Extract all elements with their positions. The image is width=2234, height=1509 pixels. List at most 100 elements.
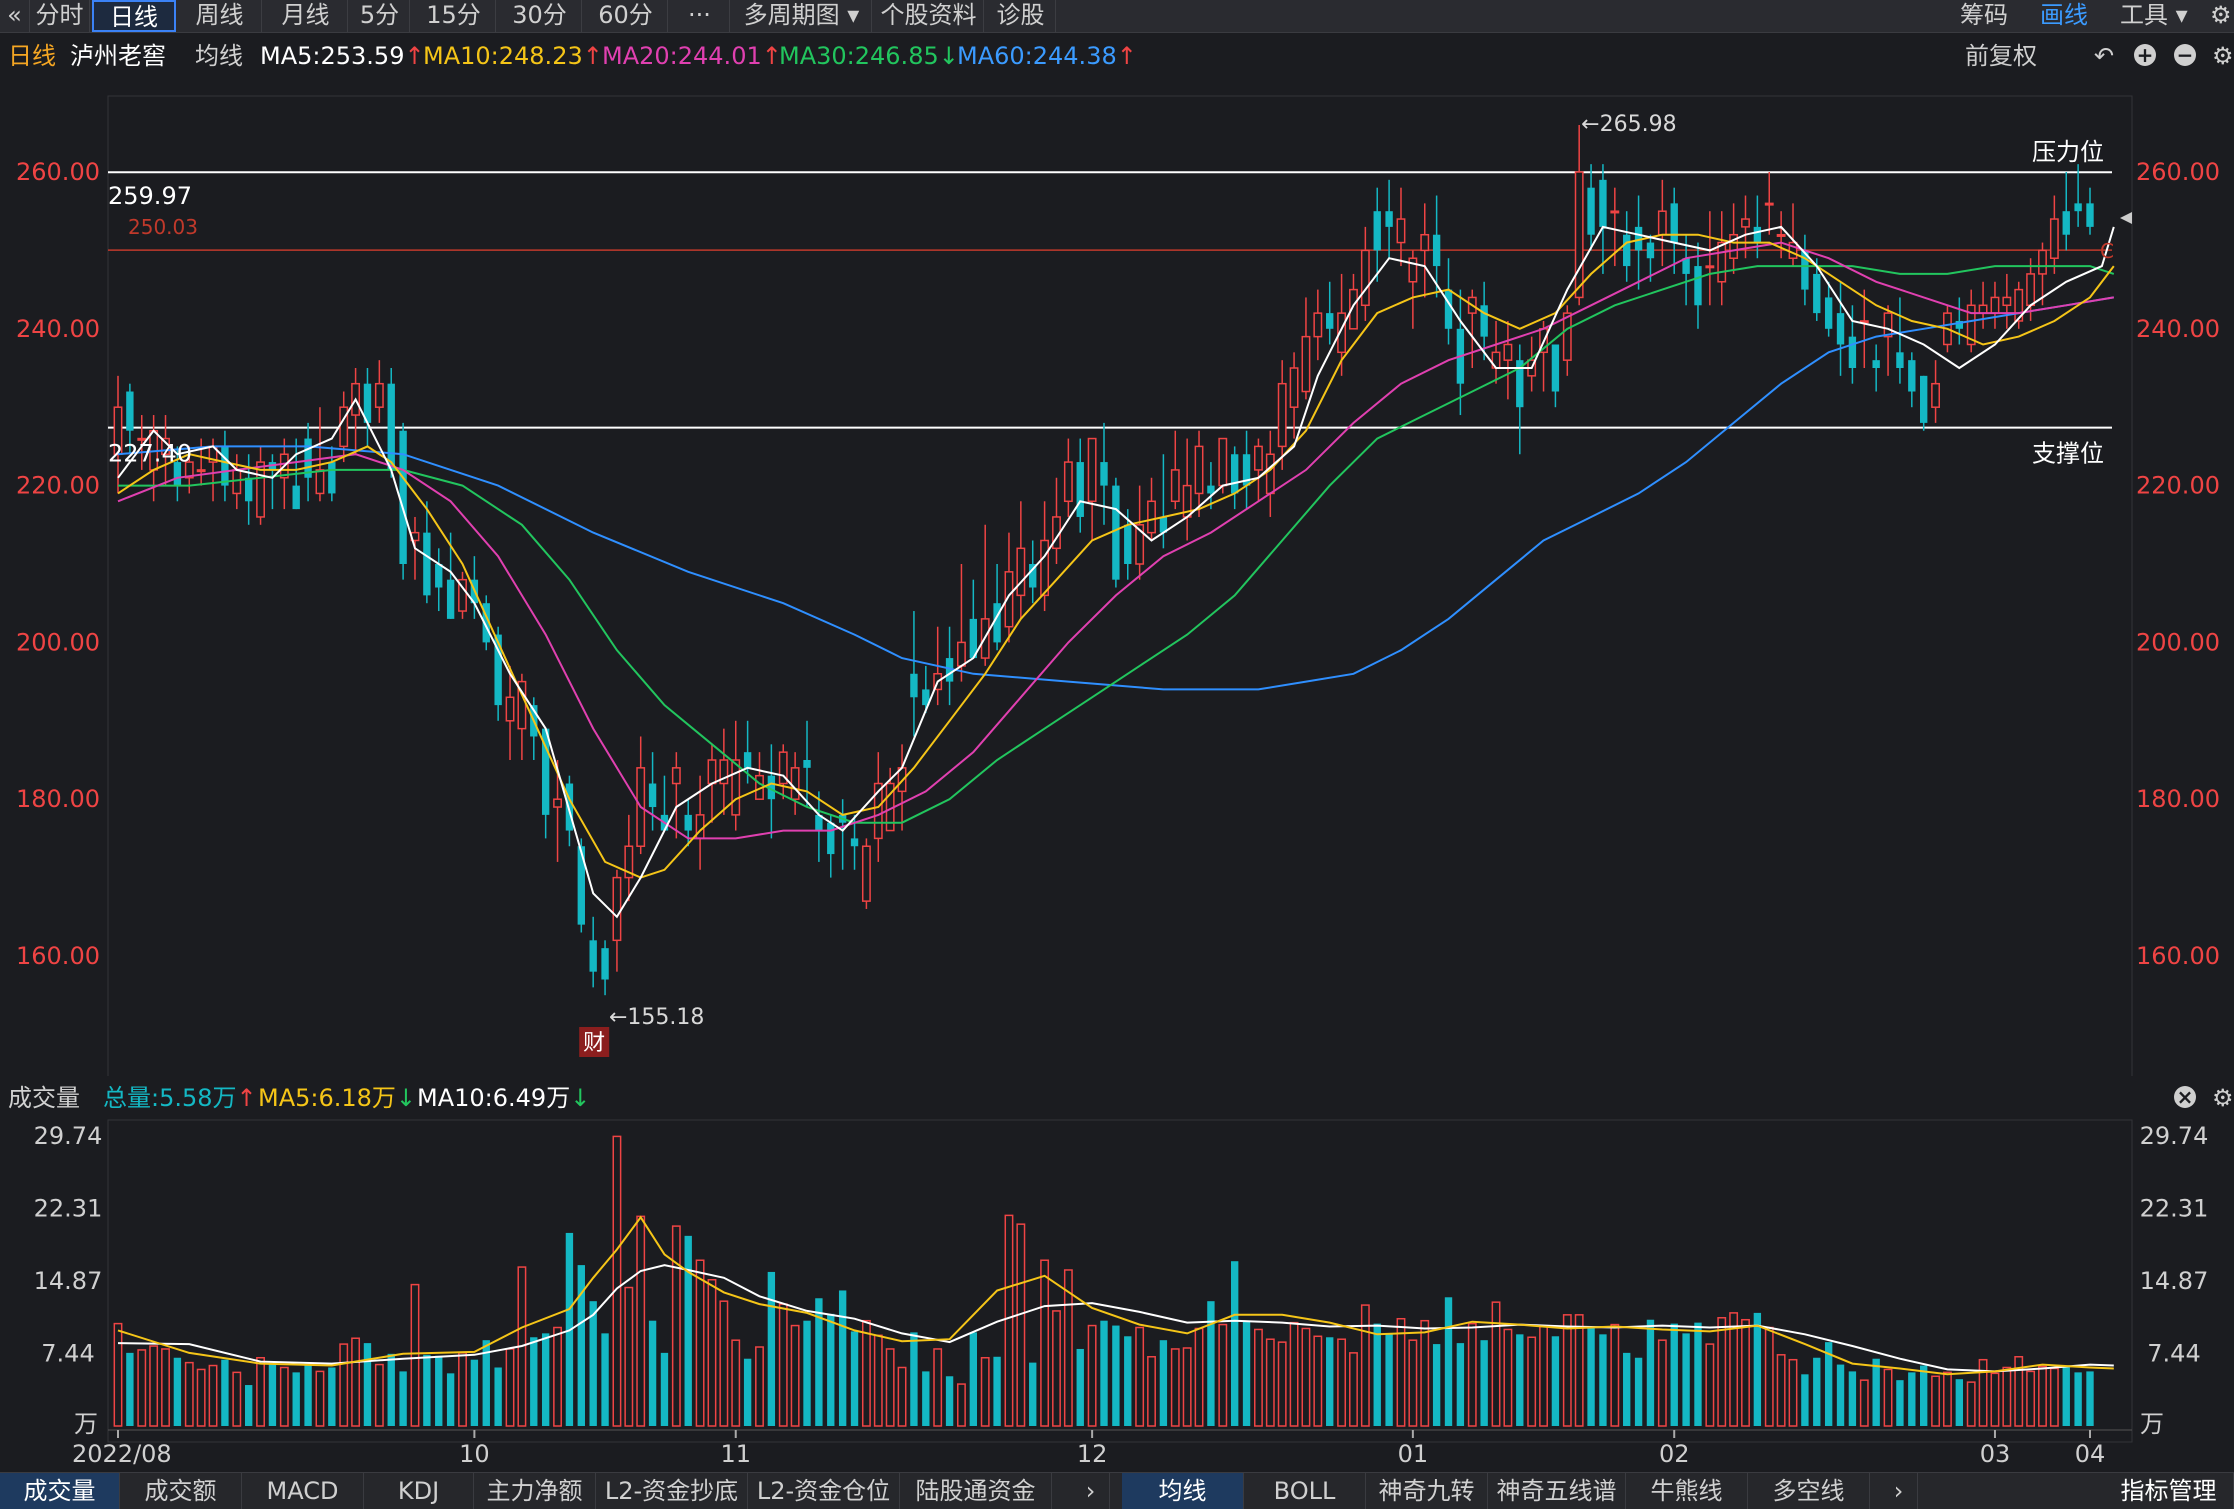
- volume-bar[interactable]: [1848, 1371, 1857, 1426]
- volume-bar[interactable]: [470, 1359, 479, 1426]
- volume-gear-icon[interactable]: ⚙: [2212, 1084, 2234, 1112]
- candle-body[interactable]: [1657, 210, 1667, 236]
- candle-body[interactable]: [374, 382, 384, 408]
- volume-bar[interactable]: [969, 1332, 978, 1426]
- candle-body[interactable]: [1682, 258, 1690, 274]
- candle-body[interactable]: [1670, 203, 1678, 243]
- volume-bar[interactable]: [458, 1352, 467, 1427]
- candle-body[interactable]: [2049, 218, 2059, 259]
- candle-body[interactable]: [1218, 437, 1228, 487]
- gear-icon[interactable]: ⚙: [2210, 1, 2232, 29]
- volume-bar[interactable]: [671, 1225, 681, 1427]
- period-tab[interactable]: 日线: [92, 0, 176, 32]
- volume-bar[interactable]: [1562, 1314, 1572, 1427]
- indicator-tab[interactable]: 成交额: [120, 1473, 242, 1509]
- candle-body[interactable]: [244, 477, 253, 502]
- period-tab[interactable]: 诊股: [986, 0, 1056, 32]
- volume-bar[interactable]: [684, 1235, 692, 1426]
- candle-body[interactable]: [827, 822, 835, 855]
- candle-body[interactable]: [1705, 265, 1715, 269]
- chip-button[interactable]: 筹码: [1960, 1, 2008, 29]
- volume-bar[interactable]: [1207, 1301, 1215, 1426]
- overlay-tab[interactable]: 牛熊线: [1626, 1473, 1748, 1509]
- volume-bar[interactable]: [1135, 1326, 1145, 1427]
- period-tab[interactable]: 30分: [498, 0, 582, 32]
- volume-bar[interactable]: [1682, 1333, 1690, 1426]
- volume-bar[interactable]: [1218, 1323, 1228, 1427]
- indicator-manager-button[interactable]: 指标管理: [2104, 1473, 2234, 1509]
- draw-line-button[interactable]: 画线: [2040, 1, 2088, 29]
- candle-body[interactable]: [1776, 233, 1786, 237]
- candle-body[interactable]: [767, 775, 776, 800]
- volume-bar[interactable]: [149, 1345, 159, 1427]
- volume-bar[interactable]: [980, 1356, 990, 1427]
- candle-body[interactable]: [577, 846, 585, 925]
- volume-bar[interactable]: [1931, 1375, 1940, 1427]
- volume-bar[interactable]: [494, 1367, 502, 1426]
- volume-bar[interactable]: [351, 1337, 361, 1427]
- volume-bar[interactable]: [1813, 1357, 1821, 1426]
- volume-bar[interactable]: [208, 1364, 218, 1427]
- volume-bar[interactable]: [1646, 1319, 1655, 1426]
- candle-body[interactable]: [1610, 210, 1620, 214]
- volume-bar[interactable]: [541, 1333, 550, 1426]
- candle-body[interactable]: [601, 948, 609, 980]
- volume-bar[interactable]: [1753, 1312, 1762, 1426]
- candle-body[interactable]: [910, 673, 918, 698]
- volume-bar[interactable]: [1182, 1347, 1192, 1427]
- candle-body[interactable]: [803, 760, 811, 768]
- volume-bar[interactable]: [1480, 1340, 1488, 1426]
- volume-bar[interactable]: [1859, 1379, 1869, 1427]
- volume-bar[interactable]: [1016, 1223, 1026, 1427]
- candle-body[interactable]: [1277, 382, 1287, 448]
- volume-bar[interactable]: [1301, 1327, 1311, 1427]
- volume-bar[interactable]: [196, 1368, 206, 1427]
- candle-body[interactable]: [482, 603, 490, 643]
- period-tab[interactable]: 个股资料: [874, 0, 984, 32]
- candle-body[interactable]: [1562, 312, 1572, 361]
- volume-bar[interactable]: [731, 1339, 741, 1427]
- candle-body[interactable]: [292, 485, 300, 510]
- volume-bar[interactable]: [1147, 1356, 1156, 1427]
- volume-bar[interactable]: [256, 1356, 265, 1427]
- candle-body[interactable]: [505, 696, 515, 722]
- candle-body[interactable]: [790, 767, 800, 800]
- volume-bar[interactable]: [707, 1278, 717, 1427]
- candle-body[interactable]: [173, 462, 182, 486]
- candle-body[interactable]: [1480, 305, 1488, 337]
- volume-bar[interactable]: [1836, 1364, 1845, 1426]
- volume-bar[interactable]: [933, 1348, 943, 1427]
- candle-body[interactable]: [1574, 171, 1584, 299]
- volume-bar[interactable]: [815, 1298, 823, 1426]
- candle-body[interactable]: [137, 437, 147, 441]
- candle-body[interactable]: [1990, 296, 2000, 314]
- volume-bar[interactable]: [304, 1363, 312, 1426]
- volume-bar[interactable]: [363, 1343, 372, 1426]
- ma-label[interactable]: 均线: [195, 42, 243, 70]
- volume-bar[interactable]: [838, 1290, 847, 1426]
- volume-bar[interactable]: [1741, 1318, 1750, 1427]
- candle-body[interactable]: [1194, 445, 1204, 495]
- candle-body[interactable]: [1087, 437, 1097, 503]
- candle-body[interactable]: [1516, 360, 1524, 408]
- volume-bar[interactable]: [957, 1383, 966, 1427]
- candle-body[interactable]: [1824, 297, 1833, 329]
- candle-body[interactable]: [1360, 249, 1370, 307]
- candle-body[interactable]: [1337, 312, 1347, 354]
- volume-bar[interactable]: [1230, 1261, 1239, 1426]
- candle-body[interactable]: [221, 446, 229, 486]
- volume-bar[interactable]: [2062, 1367, 2070, 1426]
- zoom-out-icon[interactable]: −: [2174, 44, 2196, 66]
- candle-body[interactable]: [684, 814, 692, 831]
- candle-body[interactable]: [1634, 226, 1643, 251]
- candle-body[interactable]: [1836, 313, 1845, 345]
- candle-body[interactable]: [624, 845, 634, 879]
- volume-bar[interactable]: [1254, 1328, 1263, 1427]
- volume-bar[interactable]: [1194, 1327, 1204, 1427]
- volume-bar[interactable]: [885, 1348, 895, 1427]
- candle-body[interactable]: [1931, 382, 1940, 408]
- volume-bar[interactable]: [184, 1361, 194, 1427]
- volume-bar[interactable]: [1385, 1334, 1393, 1426]
- candle-body[interactable]: [1753, 226, 1762, 243]
- candle-body[interactable]: [1646, 242, 1655, 259]
